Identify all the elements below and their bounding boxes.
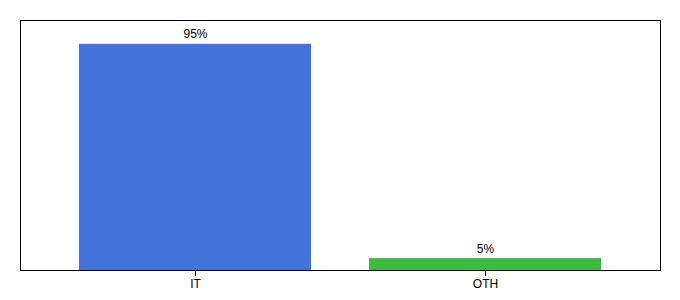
svg-text:IT: IT [190,277,201,291]
svg-text:OTH: OTH [473,277,498,291]
svg-text:5%: 5% [477,242,495,256]
svg-text:95%: 95% [183,27,207,41]
